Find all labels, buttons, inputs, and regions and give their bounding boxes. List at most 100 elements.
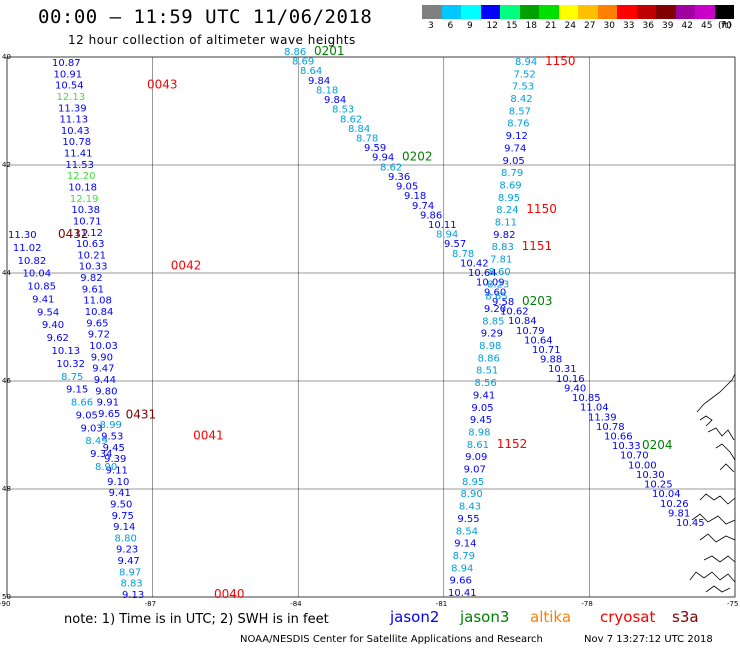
wave-height-value: 9.55: [457, 514, 479, 525]
wave-height-value: 9.05: [76, 410, 98, 421]
scale-label: 12: [486, 21, 498, 31]
pass-time-label: 1150: [526, 202, 557, 216]
wave-height-value: 8.85: [482, 316, 504, 327]
wave-height-value: 8.66: [71, 398, 93, 409]
wave-height-value: 9.40: [564, 383, 586, 394]
wave-height-value: 10.64: [468, 268, 497, 279]
wave-height-value: 10.71: [532, 345, 561, 356]
wave-height-value: 7.53: [512, 82, 534, 93]
wave-height-value: 9.39: [104, 454, 126, 465]
wave-height-value: 8.86: [284, 47, 306, 58]
wave-height-value: 8.90: [460, 489, 482, 500]
scale-swatch: [441, 5, 461, 19]
credit-line: NOAA/NESDIS Center for Satellite Applica…: [240, 634, 543, 645]
coastline: [689, 373, 736, 593]
scale-label: 30: [603, 21, 615, 31]
wave-height-value: 8.54: [456, 526, 478, 537]
wave-height-value: 8.18: [316, 85, 338, 96]
pass-time-label: 0042: [171, 259, 202, 273]
wave-height-value: 8.23: [487, 279, 509, 290]
wave-height-value: 10.30: [636, 470, 665, 481]
pass-time-label: 0043: [147, 78, 178, 92]
wave-height-value: 8.79: [501, 168, 523, 179]
wave-height-value: 9.54: [37, 307, 59, 318]
wave-height-value: 9.36: [388, 172, 410, 183]
wave-height-value: 10.11: [428, 220, 457, 231]
pass-time-label: 0202: [402, 150, 433, 164]
wave-height-value: 12.19: [70, 194, 99, 205]
wave-height-value: 9.59: [364, 143, 386, 154]
wave-height-value: 8.83: [492, 242, 514, 253]
wave-height-value: 8.80: [115, 533, 137, 544]
wave-height-value: 10.21: [77, 250, 106, 261]
wave-height-value: 9.74: [412, 201, 434, 212]
wave-height-value: 8.56: [474, 378, 496, 389]
generation-timestamp: Nov 7 13:27:12 UTC 2018: [584, 634, 713, 645]
color-scale-bar: [422, 5, 734, 19]
wave-height-value: 10.70: [620, 451, 649, 462]
wave-height-value: 9.15: [66, 385, 88, 396]
wave-height-value: 10.38: [71, 205, 100, 216]
wave-height-value: 10.82: [18, 256, 47, 267]
wave-height-value: 9.07: [464, 465, 486, 476]
wave-height-value: 8.97: [119, 567, 141, 578]
wave-height-value: 9.72: [88, 330, 110, 341]
lat-label: 44: [2, 269, 11, 277]
wave-height-value: 8.78: [356, 134, 378, 145]
scale-label: 6: [447, 21, 454, 31]
wave-height-value: 9.53: [101, 432, 123, 443]
scale-label: 36: [642, 21, 654, 31]
wave-height-value: 9.11: [106, 465, 128, 476]
wave-height-value: 8.62: [380, 162, 402, 173]
scale-label: 9: [467, 21, 473, 31]
wave-height-value: 9.62: [47, 333, 69, 344]
legend-jason3: jason3: [460, 608, 510, 626]
wave-height-value: 10.84: [508, 316, 537, 327]
wave-height-value: 9.74: [504, 143, 526, 154]
wave-height-value: 12.20: [67, 171, 96, 182]
wave-height-value: 9.84: [324, 95, 346, 106]
wave-height-value: 8.79: [453, 551, 475, 562]
wave-height-value: 8.11: [495, 218, 517, 229]
scale-swatch: [695, 5, 715, 19]
wave-height-value: 9.90: [91, 352, 113, 363]
wave-height-value: 8.94: [451, 563, 473, 574]
wave-height-value: 11.39: [58, 103, 87, 114]
wave-height-value: 8.95: [462, 477, 484, 488]
wave-height-value: 9.34: [90, 449, 112, 460]
wave-height-value: 9.41: [109, 488, 131, 499]
wave-height-value: 8.98: [468, 427, 490, 438]
pass-time-label: 0204: [642, 438, 673, 452]
wave-height-value: 9.09: [465, 452, 487, 463]
wave-height-value: 10.42: [460, 258, 489, 269]
wave-height-value: 9.29: [481, 329, 503, 340]
wave-height-value: 9.57: [444, 239, 466, 250]
scale-label: 42: [681, 21, 693, 31]
lon-label: -90: [0, 600, 10, 608]
wave-height-value: 8.43: [459, 502, 481, 513]
scale-label: 70: [720, 21, 732, 31]
scale-swatch: [675, 5, 695, 19]
lat-label: 46: [2, 377, 11, 385]
map-subtitle: 12 hour collection of altimeter wave hei…: [68, 33, 356, 47]
wave-height-value: 9.10: [107, 477, 129, 488]
scale-label: 15: [506, 21, 518, 31]
scale-swatch: [617, 5, 637, 19]
pass-time-label: 1152: [497, 437, 528, 451]
wave-height-value: 9.40: [42, 320, 64, 331]
wave-height-value: 9.20: [484, 304, 506, 315]
wave-height-value: 10.54: [55, 81, 84, 92]
wave-height-value: 10.00: [628, 460, 657, 471]
wave-height-value: 11.04: [580, 403, 609, 414]
wave-height-value: 10.13: [52, 346, 81, 357]
wave-height-value: 12.13: [56, 92, 85, 103]
wave-height-value: 8.94: [515, 57, 537, 68]
pass-time-label: 0203: [522, 294, 553, 308]
wave-height-value: 9.75: [112, 511, 134, 522]
wave-height-value: 10.26: [660, 499, 689, 510]
wave-height-value: 8.53: [332, 105, 354, 116]
scale-label: 21: [545, 21, 557, 31]
wave-height-value: 11.12: [74, 228, 103, 239]
pass-time-label: 1151: [522, 239, 553, 253]
